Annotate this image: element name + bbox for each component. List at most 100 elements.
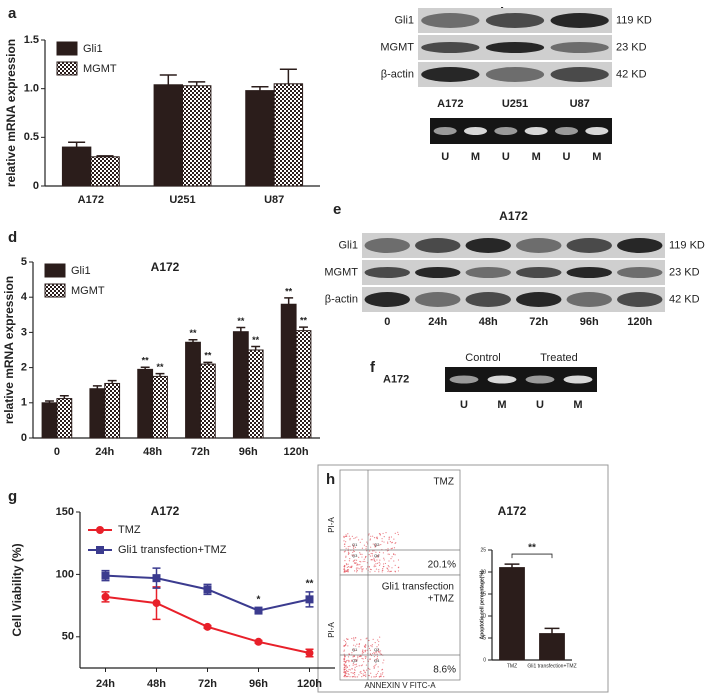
- lane-label: U: [460, 399, 468, 411]
- event-dot: [387, 553, 389, 555]
- event-dot: [351, 565, 353, 567]
- event-dot: [344, 565, 346, 567]
- event-dot: [378, 569, 380, 571]
- event-dot: [379, 563, 381, 565]
- flow-label: TMZ: [433, 477, 454, 488]
- event-dot: [352, 550, 355, 552]
- event-dot: [348, 552, 350, 554]
- event-dot: [359, 560, 361, 563]
- event-dot: [373, 655, 376, 658]
- event-dot: [372, 550, 374, 552]
- flow-x-label: ANNEXIN V FITC-A: [364, 681, 436, 690]
- legend-swatch: [56, 41, 78, 56]
- x-tick-label: 120h: [297, 678, 322, 690]
- event-dot: [358, 674, 360, 676]
- event-dot: [357, 564, 359, 566]
- event-dot: [357, 567, 359, 569]
- blot-band: [550, 42, 609, 53]
- event-dot: [370, 552, 372, 555]
- event-dot: [375, 551, 377, 553]
- event-dot: [356, 569, 358, 571]
- event-dot: [378, 651, 380, 653]
- event-dot: [352, 663, 354, 665]
- gel-band: [524, 127, 548, 135]
- event-dot: [381, 668, 384, 670]
- event-dot: [359, 671, 361, 673]
- error-bar: [155, 372, 165, 377]
- x-tick-label: 24h: [95, 446, 114, 458]
- y-tick-label: 25: [480, 547, 486, 553]
- quadrant-label: Q2: [374, 542, 380, 547]
- significance: **: [189, 328, 197, 338]
- event-dot: [345, 563, 348, 565]
- event-dot: [375, 563, 377, 565]
- quadrant-label: Q4: [374, 553, 380, 558]
- event-dot: [388, 536, 390, 538]
- event-dot: [355, 567, 358, 569]
- lane-label: M: [592, 151, 601, 163]
- y-axis-label: relative mRNA expression: [2, 276, 16, 424]
- event-dot: [347, 566, 350, 568]
- event-dot: [391, 567, 393, 569]
- event-dot: [354, 637, 357, 639]
- event-dot: [347, 571, 349, 573]
- bar: [499, 567, 525, 661]
- event-dot: [374, 560, 376, 562]
- event-dot: [373, 665, 375, 668]
- event-dot: [355, 571, 358, 573]
- quadrant-label: Q4: [374, 658, 380, 663]
- event-dot: [365, 555, 367, 558]
- event-dot: [376, 657, 378, 659]
- lane-label: U: [563, 151, 571, 163]
- event-dot: [394, 564, 396, 566]
- event-dot: [357, 655, 359, 657]
- event-dot: [345, 665, 347, 667]
- legend-label: MGMT: [71, 285, 105, 297]
- event-dot: [362, 673, 364, 675]
- event-dot: [373, 537, 376, 539]
- lane-label: 120h: [627, 316, 652, 328]
- event-dot: [358, 646, 360, 648]
- event-dot: [356, 665, 358, 668]
- event-dot: [376, 658, 378, 660]
- event-dot: [348, 668, 350, 671]
- event-dot: [347, 673, 349, 675]
- event-dot: [361, 547, 364, 549]
- event-dot: [343, 660, 345, 662]
- blot-band: [550, 13, 609, 28]
- event-dot: [362, 658, 364, 660]
- blot-band: [465, 238, 511, 253]
- event-dot: [348, 665, 351, 667]
- event-dot: [353, 637, 355, 639]
- event-dot: [361, 556, 363, 558]
- y-axis-label: Apoptotic cell percentage(%): [479, 570, 485, 639]
- event-dot: [389, 571, 391, 573]
- blot-band: [516, 238, 562, 253]
- event-dot: [363, 661, 365, 663]
- blot-band: [566, 238, 612, 253]
- event-dot: [365, 656, 367, 658]
- event-dot: [353, 639, 355, 642]
- event-dot: [369, 538, 372, 540]
- event-dot: [358, 568, 360, 570]
- x-tick-label: TMZ: [507, 663, 517, 669]
- event-dot: [373, 676, 375, 678]
- blot-row-label: Gli1: [394, 14, 414, 26]
- event-dot: [344, 668, 346, 671]
- event-dot: [374, 543, 376, 545]
- event-dot: [365, 546, 367, 548]
- event-dot: [343, 540, 345, 542]
- y-tick-label: 15: [480, 591, 486, 597]
- event-dot: [347, 670, 349, 673]
- blot-size-label: 23 KD: [616, 41, 647, 53]
- event-dot: [351, 676, 353, 678]
- event-dot: [391, 547, 393, 549]
- significance: **: [306, 579, 314, 590]
- event-dot: [343, 569, 345, 571]
- legend-label: Gli1: [83, 43, 103, 55]
- event-dot: [349, 669, 351, 671]
- x-tick-label: Gli1 transfection+TMZ: [527, 663, 576, 669]
- event-dot: [361, 652, 363, 654]
- event-dot: [353, 560, 355, 562]
- event-dot: [355, 676, 357, 678]
